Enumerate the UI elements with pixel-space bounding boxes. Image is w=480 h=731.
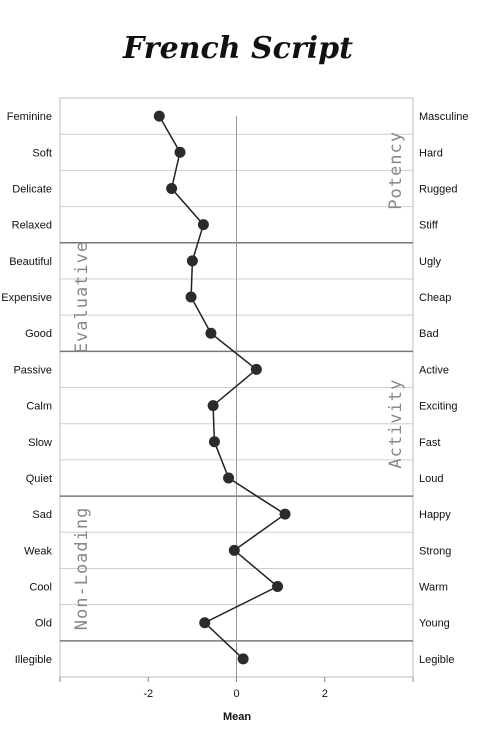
right-category-label: Young [419,618,450,630]
right-category-label: Cheap [419,292,451,304]
data-point [272,581,284,593]
right-category-label: Warm [419,582,448,594]
right-category-label: Hard [419,147,443,159]
left-category-label: Delicate [12,183,52,195]
left-category-label: Soft [32,147,52,159]
x-tick-label: 0 [233,688,239,700]
left-category-label: Illegible [15,654,52,666]
left-category-label: Weak [24,545,52,557]
x-axis-label: Mean [223,711,251,723]
right-category-label: Exciting [419,401,458,413]
right-category-label: Happy [419,509,451,521]
data-point [205,327,217,339]
factor-group-label: Potency [386,131,406,210]
data-point [186,255,198,267]
left-category-label: Good [25,328,52,340]
right-category-label: Strong [419,545,451,557]
data-point [153,110,165,122]
right-category-label: Rugged [419,183,458,195]
left-category-label: Quiet [26,473,52,485]
factor-group-label: Activity [386,379,406,469]
right-category-label: Stiff [419,220,439,232]
factor-group-label: Evaluative [72,241,92,353]
left-category-label: Sad [32,509,52,521]
right-category-label: Legible [419,654,454,666]
data-point [166,182,178,194]
right-category-label: Active [419,364,449,376]
factor-group-label: Non-Loading [72,507,92,631]
left-category-label: Calm [26,401,52,413]
right-category-label: Masculine [419,111,469,123]
left-category-label: Beautiful [9,256,52,268]
left-category-label: Passive [13,364,52,376]
left-category-label: Expensive [1,292,52,304]
chart-title: French Script [122,31,353,66]
left-category-label: Cool [29,582,52,594]
data-point [174,146,186,158]
data-point [237,653,249,665]
data-point [223,472,235,484]
data-point [197,219,209,231]
data-point [185,291,197,303]
data-point [207,400,219,412]
series-line [158,115,287,660]
left-category-label: Old [35,618,52,630]
right-category-label: Fast [419,437,440,449]
data-point [208,436,220,448]
data-point [250,363,262,375]
right-category-label: Loud [419,473,443,485]
left-category-label: Slow [28,437,52,449]
data-point [228,544,240,556]
data-point [199,617,211,629]
x-tick-label: 2 [322,688,328,700]
right-category-label: Ugly [419,256,442,268]
left-category-label: Feminine [7,111,52,123]
plot-area: -2 0 2 Feminine Soft Delicate Relaxed Beautiful… [1,97,469,700]
x-tick-label: -2 [143,688,153,700]
left-category-label: Relaxed [12,220,52,232]
right-category-label: Bad [419,328,439,340]
data-point [279,508,291,520]
